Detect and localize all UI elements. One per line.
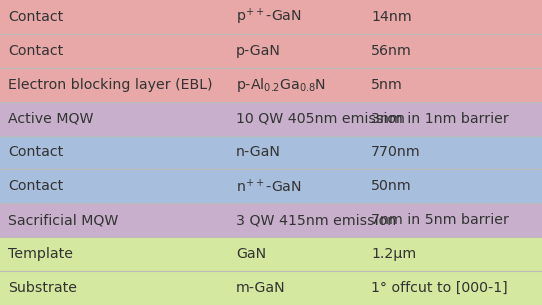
Text: Contact: Contact	[8, 145, 63, 160]
Bar	[0, 135, 542, 170]
Bar	[0, 68, 542, 102]
Text: 10 QW 405nm emission: 10 QW 405nm emission	[236, 112, 405, 126]
Text: n$^{++}$-GaN: n$^{++}$-GaN	[236, 178, 301, 195]
Text: 770nm: 770nm	[371, 145, 421, 160]
Text: m-GaN: m-GaN	[236, 281, 286, 295]
Text: Substrate: Substrate	[8, 281, 77, 295]
Text: 50nm: 50nm	[371, 179, 412, 193]
Text: n-GaN: n-GaN	[236, 145, 281, 160]
Text: Template: Template	[8, 247, 73, 261]
Bar	[0, 0, 542, 34]
Text: 14nm: 14nm	[371, 10, 412, 24]
Bar	[0, 34, 542, 68]
Text: Active MQW: Active MQW	[8, 112, 94, 126]
Text: 5nm: 5nm	[371, 78, 403, 92]
Text: GaN: GaN	[236, 247, 266, 261]
Bar	[0, 271, 542, 305]
Text: 3nm in 1nm barrier: 3nm in 1nm barrier	[371, 112, 509, 126]
Text: Electron blocking layer (EBL): Electron blocking layer (EBL)	[8, 78, 212, 92]
Bar	[0, 237, 542, 271]
Text: Contact: Contact	[8, 179, 63, 193]
Text: p-Al$_{0.2}$Ga$_{0.8}$N: p-Al$_{0.2}$Ga$_{0.8}$N	[236, 76, 326, 94]
Text: 3 QW 415nm emission: 3 QW 415nm emission	[236, 213, 396, 227]
Text: p-GaN: p-GaN	[236, 44, 281, 58]
Text: 7nm in 5nm barrier: 7nm in 5nm barrier	[371, 213, 509, 227]
Text: p$^{++}$-GaN: p$^{++}$-GaN	[236, 7, 301, 27]
Text: 56nm: 56nm	[371, 44, 412, 58]
Bar	[0, 203, 542, 237]
Bar	[0, 170, 542, 203]
Text: 1.2μm: 1.2μm	[371, 247, 416, 261]
Text: Contact: Contact	[8, 10, 63, 24]
Text: Sacrificial MQW: Sacrificial MQW	[8, 213, 119, 227]
Text: Contact: Contact	[8, 44, 63, 58]
Bar	[0, 102, 542, 135]
Text: 1° offcut to [000-1]: 1° offcut to [000-1]	[371, 281, 508, 295]
